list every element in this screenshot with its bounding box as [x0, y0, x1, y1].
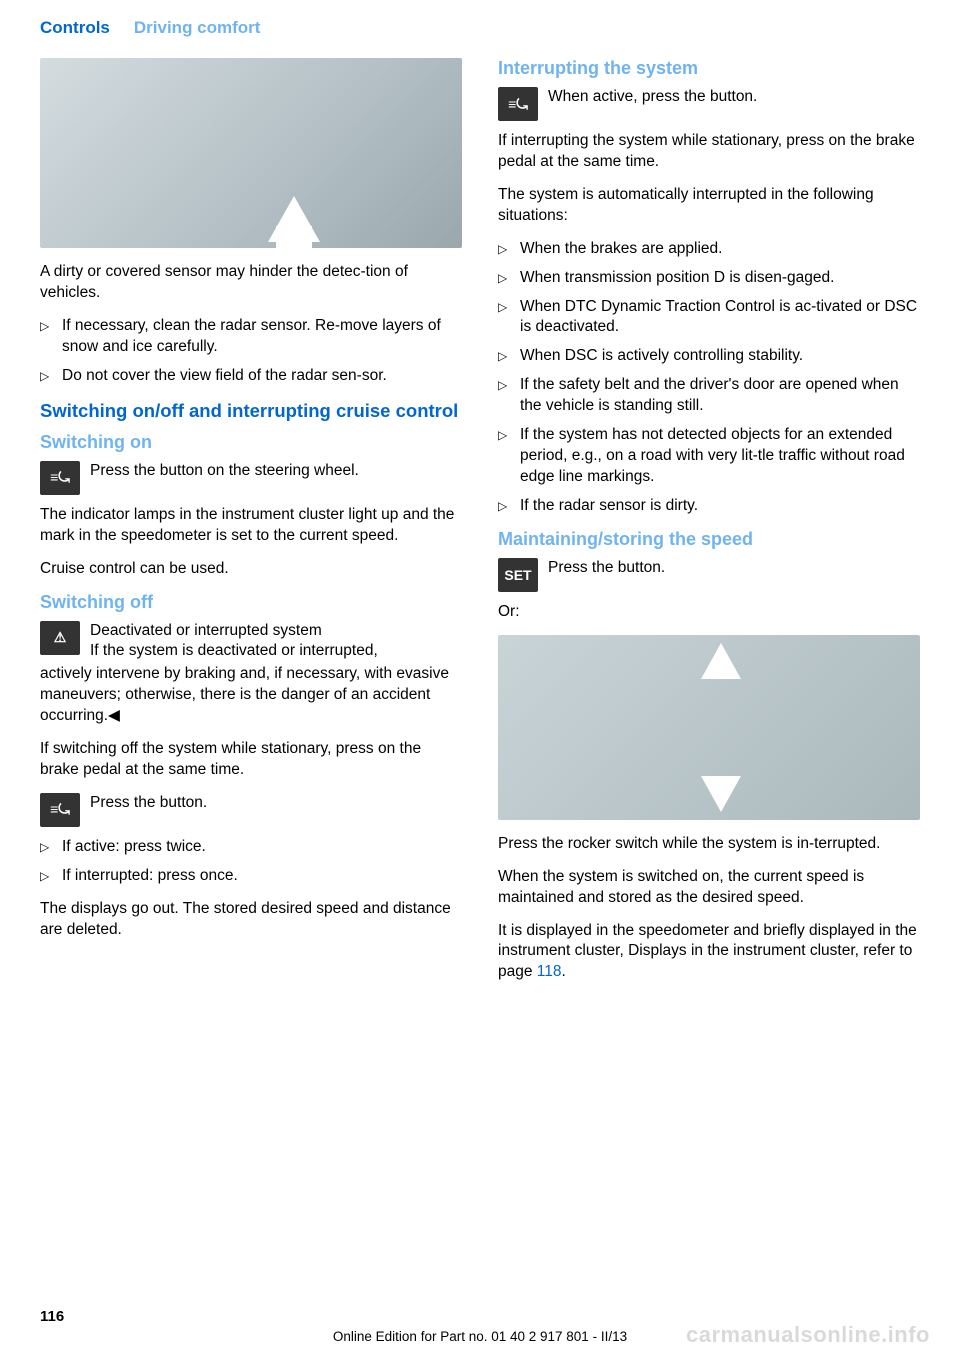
interrupt-text: When active, press the button. — [548, 87, 920, 108]
warning-continuation: actively intervene by braking and, if ne… — [40, 664, 462, 727]
list-item: If the system has not detected objects f… — [498, 425, 920, 488]
right-column: Interrupting the system ≡⤿ When active, … — [498, 58, 920, 995]
list-item: Do not cover the view field of the radar… — [40, 366, 462, 387]
header-tab-controls: Controls — [40, 18, 110, 38]
cruise-icon: ≡⤿ — [40, 461, 80, 495]
watermark: carmanualsonline.info — [686, 1322, 930, 1348]
rocker-paragraph: Press the rocker switch while the system… — [498, 834, 920, 855]
list-item: When DSC is actively controlling stabili… — [498, 346, 920, 367]
rocker-switch-figure — [498, 635, 920, 820]
switch-off-list: If active: press twice. If interrupted: … — [40, 837, 462, 887]
page-reference-link[interactable]: 118 — [537, 963, 562, 980]
switch-on-instruction: ≡⤿ Press the button on the steering whee… — [40, 461, 462, 495]
set-instruction: SET Press the button. — [498, 558, 920, 592]
interrupt-stationary: If interrupting the system while station… — [498, 131, 920, 173]
set-text: Press the button. — [548, 558, 920, 579]
list-item: If active: press twice. — [40, 837, 462, 858]
maintain-para2: It is displayed in the speedometer and b… — [498, 921, 920, 984]
interrupt-auto-intro: The system is automatically interrupted … — [498, 185, 920, 227]
warning-title-and-lead: Deactivated or interrupted system If the… — [90, 621, 462, 663]
switch-on-para2: Cruise control can be used. — [40, 559, 462, 580]
warning-title: Deactivated or interrupted system — [90, 622, 322, 639]
sensor-location-figure — [40, 58, 462, 248]
sensor-care-list: If necessary, clean the radar sensor. Re… — [40, 316, 462, 387]
warning-block: ⚠ Deactivated or interrupted system If t… — [40, 621, 462, 663]
header-subtitle: Driving comfort — [134, 18, 261, 38]
heading-switching: Switching on/off and interrupting cruise… — [40, 399, 462, 422]
warning-lead: If the system is deactivated or interrup… — [90, 642, 378, 659]
switch-off-press: Press the button. — [90, 793, 462, 814]
list-item: If necessary, clean the radar sensor. Re… — [40, 316, 462, 358]
maintain-para1: When the system is switched on, the curr… — [498, 867, 920, 909]
or-label: Or: — [498, 602, 920, 623]
list-item: When DTC Dynamic Traction Control is ac‐… — [498, 297, 920, 339]
left-column: A dirty or covered sensor may hinder the… — [40, 58, 462, 995]
content-columns: A dirty or covered sensor may hinder the… — [0, 48, 960, 1005]
interrupt-situations-list: When the brakes are applied. When transm… — [498, 239, 920, 517]
heading-switching-off: Switching off — [40, 592, 462, 613]
cruise-icon: ≡⤿ — [498, 87, 538, 121]
page-header: Controls Driving comfort — [0, 0, 960, 48]
set-icon: SET — [498, 558, 538, 592]
list-item: When transmission position D is disen‐ga… — [498, 268, 920, 289]
switch-off-result: The displays go out. The stored desired … — [40, 899, 462, 941]
list-item: If interrupted: press once. — [40, 866, 462, 887]
heading-switching-on: Switching on — [40, 432, 462, 453]
cruise-icon: ≡⤿ — [40, 793, 80, 827]
list-item: When the brakes are applied. — [498, 239, 920, 260]
heading-interrupting: Interrupting the system — [498, 58, 920, 79]
warning-icon: ⚠ — [40, 621, 80, 655]
switch-on-text: Press the button on the steering wheel. — [90, 461, 462, 482]
list-item: If the safety belt and the driver's door… — [498, 375, 920, 417]
list-item: If the radar sensor is dirty. — [498, 496, 920, 517]
switch-off-stationary: If switching off the system while statio… — [40, 739, 462, 781]
switch-off-instruction: ≡⤿ Press the button. — [40, 793, 462, 827]
switch-on-para1: The indicator lamps in the instrument cl… — [40, 505, 462, 547]
intro-paragraph: A dirty or covered sensor may hinder the… — [40, 262, 462, 304]
interrupt-instruction: ≡⤿ When active, press the button. — [498, 87, 920, 121]
maintain-para2-end: . — [562, 963, 566, 980]
heading-maintaining-speed: Maintaining/storing the speed — [498, 529, 920, 550]
